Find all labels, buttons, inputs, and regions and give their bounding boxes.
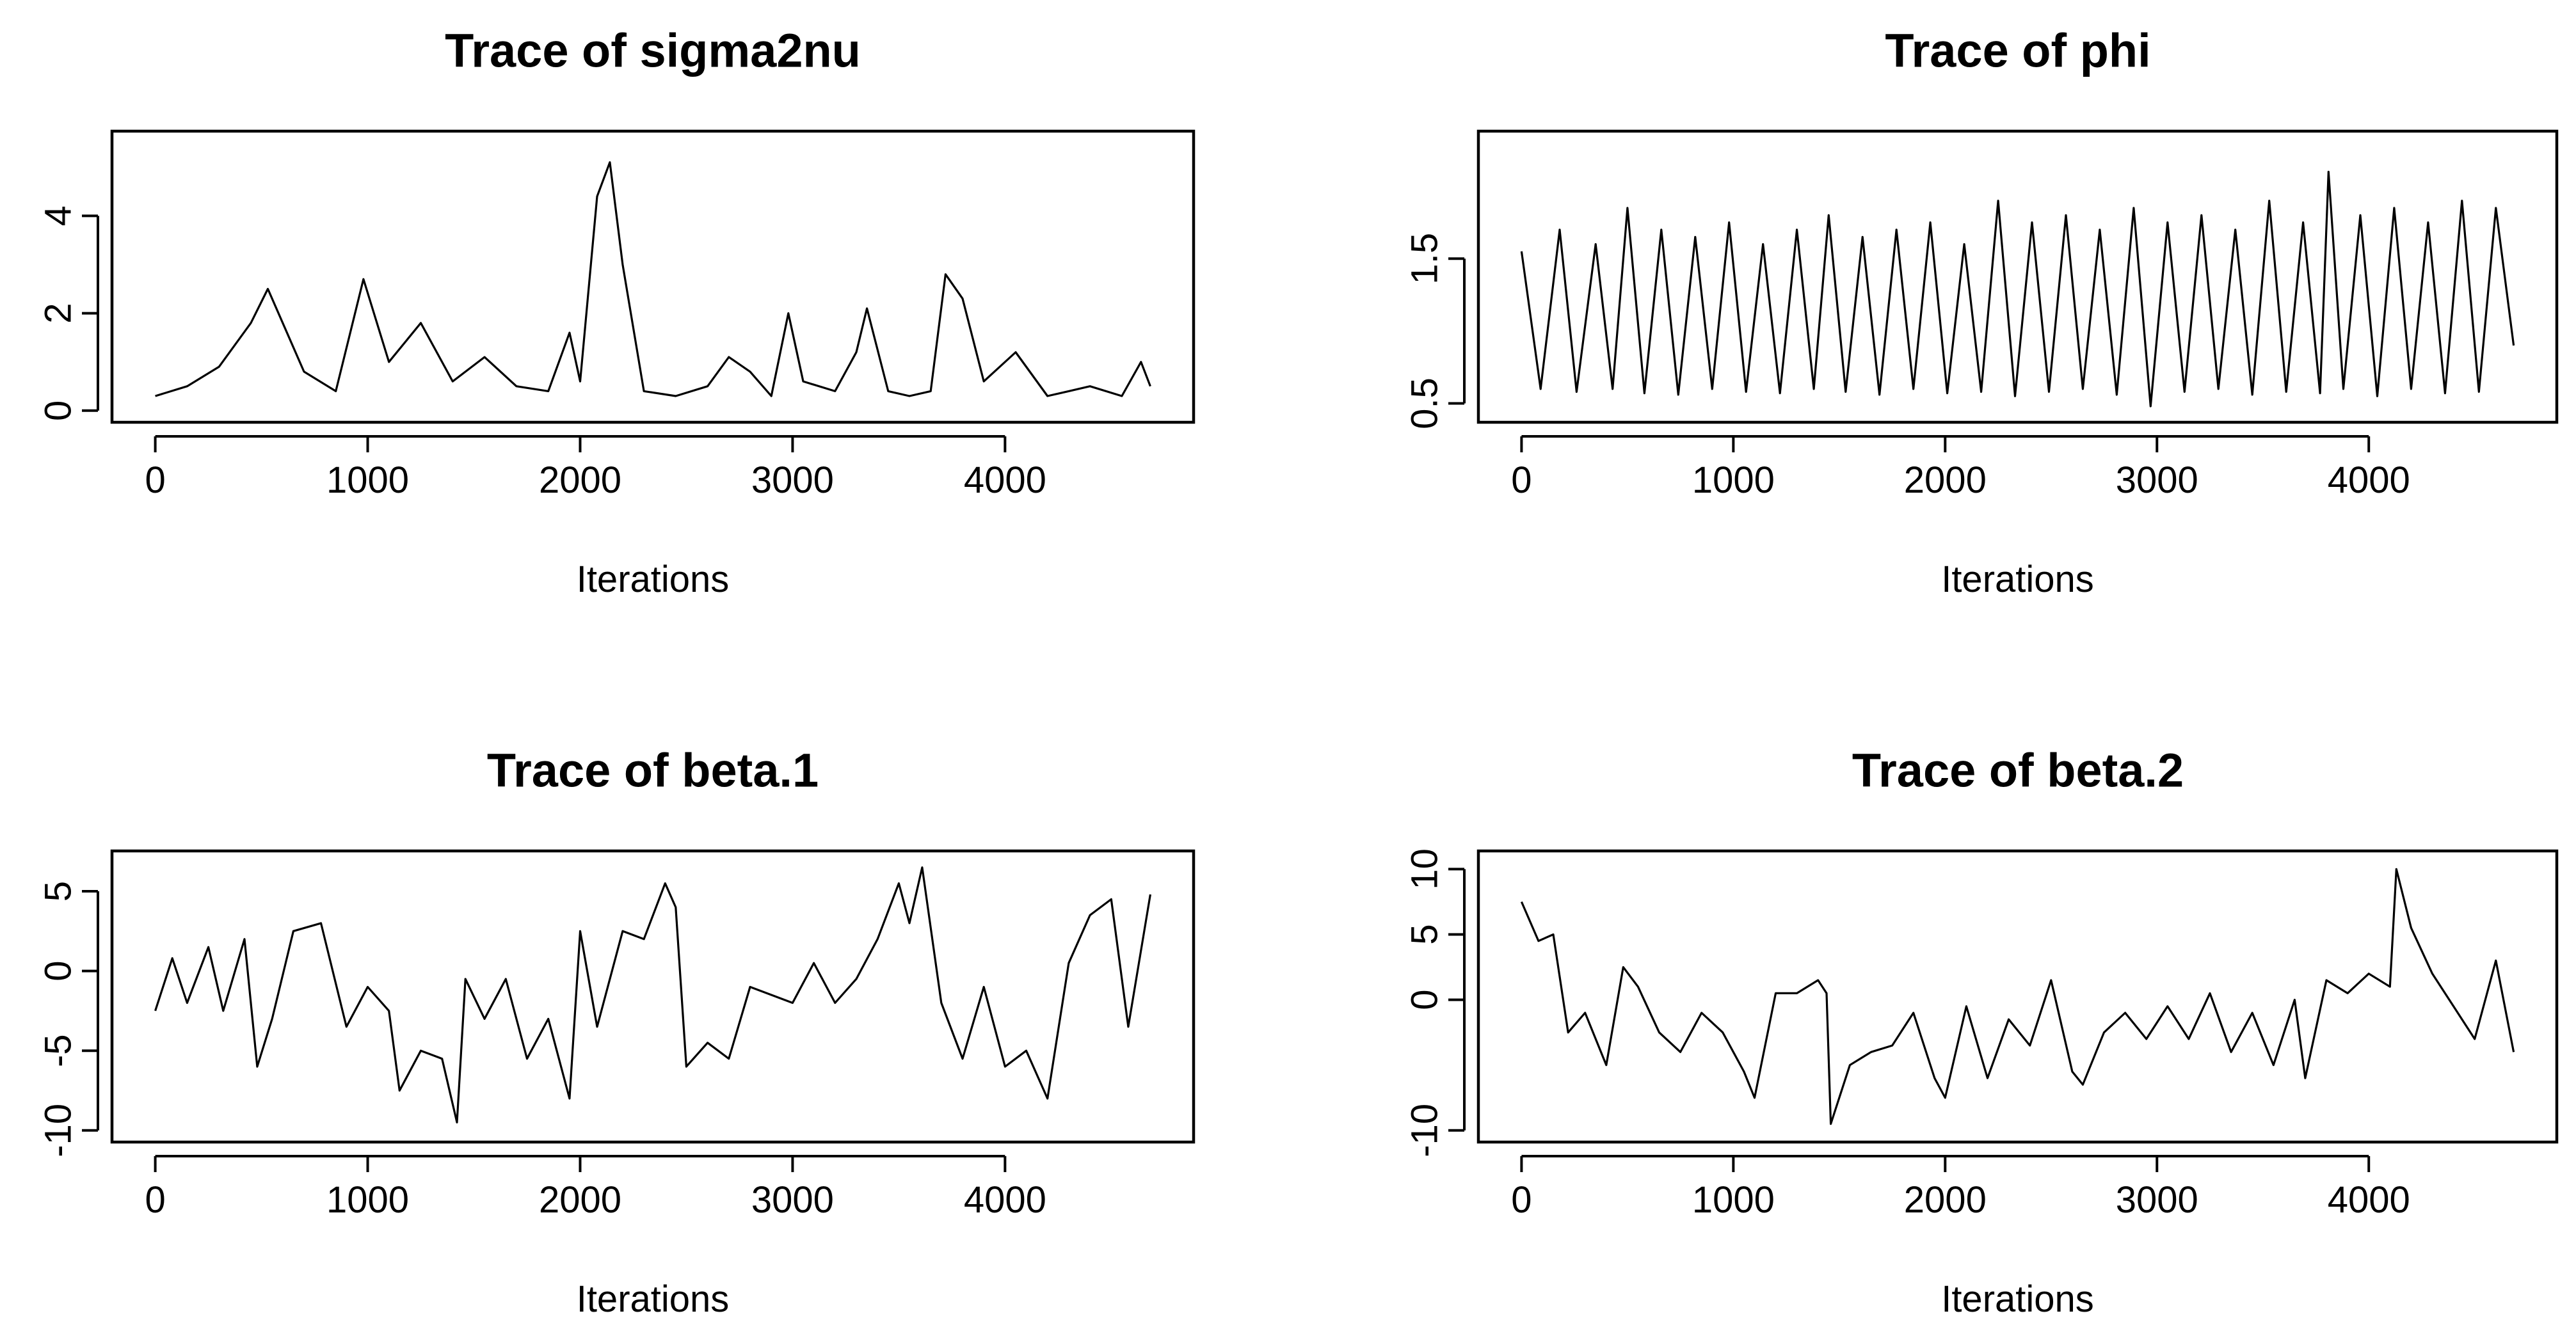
x-axis-label: Iterations bbox=[577, 559, 730, 600]
y-tick-label: 10 bbox=[1404, 848, 1445, 890]
trace-line-series bbox=[154, 866, 1151, 1124]
y-tick-label: -10 bbox=[37, 1104, 79, 1157]
y-tick-label: 1.5 bbox=[1404, 233, 1445, 285]
plot-frame bbox=[110, 129, 1196, 424]
plot-frame bbox=[110, 849, 1196, 1144]
y-tick-label: 4 bbox=[37, 205, 79, 226]
x-tick-label: 2000 bbox=[539, 1179, 621, 1221]
trace-line-series bbox=[1520, 868, 2515, 1125]
y-tick-label: 0.5 bbox=[1404, 377, 1445, 429]
x-tick-label: 4000 bbox=[2328, 1179, 2410, 1221]
x-tick-label: 0 bbox=[1511, 1179, 1532, 1221]
y-tick-label: 0 bbox=[1404, 989, 1445, 1010]
x-tick-label: 3000 bbox=[751, 1179, 834, 1221]
chart-panel-2: Trace of phi 0 1000 2000 3000 4000 Iterations 0… bbox=[1404, 24, 2559, 600]
y-tick-label: 2 bbox=[37, 303, 79, 323]
x-tick-label: 0 bbox=[145, 459, 165, 501]
y-tick-label: -5 bbox=[37, 1034, 79, 1067]
plot-frame bbox=[1476, 849, 2559, 1144]
x-tick-label: 2000 bbox=[539, 459, 621, 501]
x-tick-label: 0 bbox=[1511, 459, 1532, 501]
x-axis-label: Iterations bbox=[1941, 1278, 2094, 1320]
chart-panel-3: Trace of beta.1 0 1000 2000 3000 4000 Iteratio… bbox=[37, 744, 1196, 1320]
chart-title: Trace of phi bbox=[1885, 24, 2150, 77]
x-tick-label: 1000 bbox=[1692, 1179, 1775, 1221]
y-tick-label: 5 bbox=[37, 881, 79, 901]
x-axis-label: Iterations bbox=[1941, 559, 2094, 600]
x-tick-label: 0 bbox=[145, 1179, 165, 1221]
x-tick-label: 2000 bbox=[1904, 1179, 1987, 1221]
x-tick-label: 1000 bbox=[326, 459, 409, 501]
chart-title: Trace of beta.1 bbox=[487, 744, 819, 797]
chart-panel-4: Trace of beta.2 0 1000 2000 3000 4000 Iteratio… bbox=[1404, 744, 2559, 1320]
x-tick-label: 2000 bbox=[1904, 459, 1987, 501]
x-tick-label: 4000 bbox=[964, 459, 1046, 501]
x-tick-label: 3000 bbox=[751, 459, 834, 501]
chart-title: Trace of sigma2nu bbox=[445, 24, 861, 77]
x-tick-label: 4000 bbox=[964, 1179, 1046, 1221]
chart-panel-1: Trace of sigma2nu 0 1000 2000 3000 4000 Iterat… bbox=[37, 24, 1196, 600]
y-tick-label: -10 bbox=[1404, 1104, 1445, 1157]
y-tick-label: 0 bbox=[37, 401, 79, 421]
trace-line-series bbox=[155, 161, 1151, 397]
y-tick-label: 5 bbox=[1404, 924, 1445, 944]
x-tick-label: 1000 bbox=[326, 1179, 409, 1221]
trace-line-series bbox=[1520, 170, 2515, 408]
chart-title: Trace of beta.2 bbox=[1852, 744, 2184, 797]
plot-frame bbox=[1476, 129, 2559, 424]
x-tick-label: 3000 bbox=[2116, 459, 2198, 501]
y-tick-label: 0 bbox=[37, 961, 79, 981]
x-tick-label: 3000 bbox=[2116, 1179, 2198, 1221]
x-axis-label: Iterations bbox=[577, 1278, 730, 1320]
x-tick-label: 1000 bbox=[1692, 459, 1775, 501]
x-tick-label: 4000 bbox=[2328, 459, 2410, 501]
